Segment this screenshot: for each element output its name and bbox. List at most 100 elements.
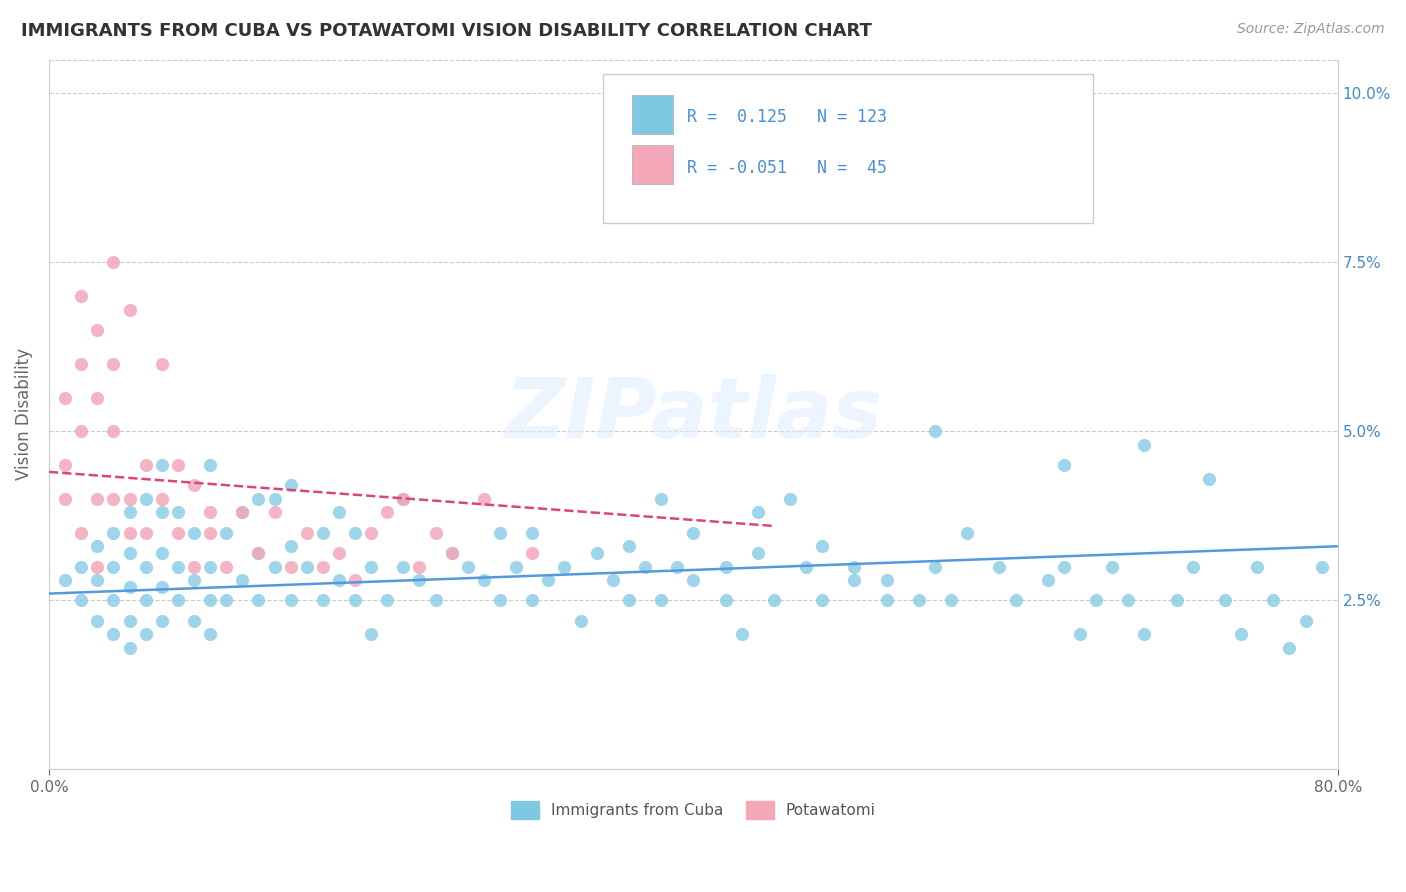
Point (1181, 559, 1204, 574)
Point (392, 491, 415, 506)
FancyBboxPatch shape (631, 145, 672, 184)
Point (440, 546, 463, 560)
Point (617, 539, 640, 553)
Point (924, 559, 946, 574)
Point (1133, 627, 1156, 641)
Point (1213, 593, 1236, 607)
Point (53, 458, 76, 472)
Point (328, 573, 350, 587)
Point (714, 593, 737, 607)
Point (118, 546, 141, 560)
Point (295, 525, 318, 540)
Point (472, 491, 495, 506)
Point (70, 559, 93, 574)
Point (328, 506, 350, 520)
Point (280, 539, 302, 553)
Point (70, 525, 93, 540)
Point (183, 573, 205, 587)
Point (537, 573, 560, 587)
Point (150, 491, 173, 506)
Point (344, 573, 367, 587)
Point (312, 559, 335, 574)
Point (988, 559, 1011, 574)
Point (135, 458, 157, 472)
Point (247, 593, 270, 607)
Text: ZIPatlas: ZIPatlas (505, 374, 883, 455)
Point (198, 593, 221, 607)
Text: Source: ZipAtlas.com: Source: ZipAtlas.com (1237, 22, 1385, 37)
Point (280, 593, 302, 607)
Point (1198, 472, 1220, 486)
Point (522, 525, 544, 540)
Point (103, 559, 125, 574)
Point (747, 506, 769, 520)
Point (956, 525, 979, 540)
Point (811, 593, 834, 607)
Point (263, 506, 285, 520)
Point (1118, 593, 1140, 607)
Point (135, 559, 157, 574)
Text: R = -0.051   N =  45: R = -0.051 N = 45 (688, 159, 887, 177)
Point (103, 525, 125, 540)
Point (70, 593, 93, 607)
Point (70, 357, 93, 371)
Point (1263, 593, 1285, 607)
Point (779, 491, 801, 506)
Point (876, 593, 898, 607)
Point (714, 559, 737, 574)
Point (585, 546, 607, 560)
Point (183, 478, 205, 492)
Point (602, 573, 624, 587)
Point (103, 357, 125, 371)
Point (247, 546, 270, 560)
Point (103, 627, 125, 641)
Point (731, 627, 754, 641)
Point (135, 593, 157, 607)
Point (392, 491, 415, 506)
Point (617, 593, 640, 607)
Point (650, 491, 672, 506)
Point (70, 289, 93, 303)
Point (231, 573, 253, 587)
Point (86, 539, 108, 553)
Point (118, 580, 141, 594)
Point (215, 559, 238, 574)
Point (118, 491, 141, 506)
Y-axis label: Vision Disability: Vision Disability (15, 349, 32, 481)
Point (135, 525, 157, 540)
Point (215, 525, 238, 540)
FancyBboxPatch shape (631, 95, 672, 134)
Point (150, 506, 173, 520)
Point (166, 593, 188, 607)
Point (1278, 640, 1301, 655)
Point (844, 573, 866, 587)
Point (360, 627, 382, 641)
Point (794, 559, 817, 574)
Point (86, 614, 108, 628)
Point (489, 525, 512, 540)
Point (135, 491, 157, 506)
Point (150, 546, 173, 560)
FancyBboxPatch shape (603, 74, 1092, 223)
Point (103, 491, 125, 506)
Point (70, 425, 93, 439)
Point (360, 525, 382, 540)
Point (198, 506, 221, 520)
Point (1246, 559, 1268, 574)
Point (375, 593, 398, 607)
Point (198, 525, 221, 540)
Point (312, 525, 335, 540)
Point (425, 593, 447, 607)
Point (1004, 593, 1026, 607)
Point (811, 539, 834, 553)
Point (150, 357, 173, 371)
Point (103, 255, 125, 269)
Point (1166, 593, 1188, 607)
Point (844, 559, 866, 574)
Point (53, 491, 76, 506)
Point (103, 425, 125, 439)
Point (183, 559, 205, 574)
Point (166, 559, 188, 574)
Point (522, 593, 544, 607)
Point (908, 593, 931, 607)
